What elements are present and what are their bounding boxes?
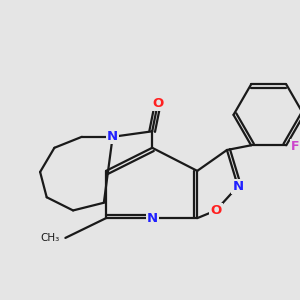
Text: F: F <box>291 140 299 153</box>
Text: N: N <box>232 180 244 193</box>
Text: O: O <box>152 97 163 110</box>
Text: O: O <box>210 204 222 217</box>
Text: CH₃: CH₃ <box>40 233 60 243</box>
Text: N: N <box>107 130 118 143</box>
Text: N: N <box>147 212 158 225</box>
